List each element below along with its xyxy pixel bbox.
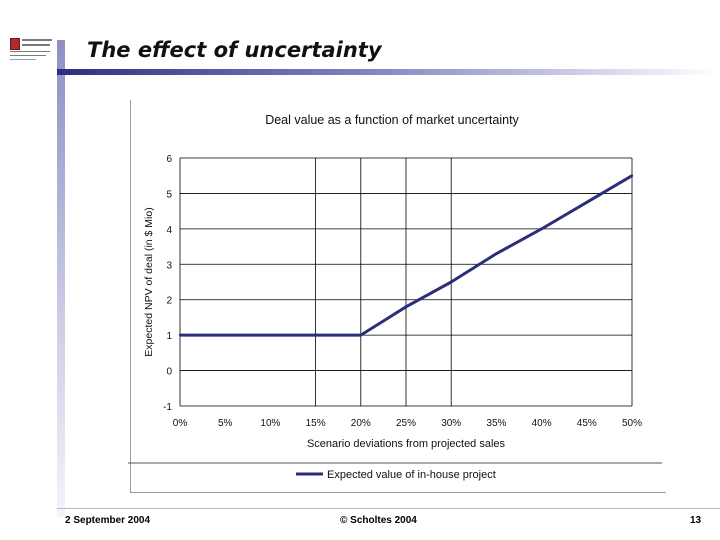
- x-tick-label: 40%: [532, 418, 552, 429]
- y-tick-label: 1: [166, 331, 172, 342]
- x-tick-label: 30%: [441, 418, 461, 429]
- data-point: [359, 333, 362, 337]
- footer-date: 2 September 2004: [65, 515, 151, 526]
- x-tick-label: 5%: [218, 418, 233, 429]
- footer-copyright: © Scholtes 2004: [340, 515, 417, 526]
- y-tick-label: 2: [166, 296, 172, 307]
- x-tick-labels: 0% 5% 10% 15% 20% 25% 30% 35% 40% 45% 50%: [173, 418, 642, 429]
- y-tick-label: 0: [166, 367, 172, 378]
- data-point: [269, 333, 272, 337]
- x-tick-label: 0%: [173, 418, 188, 429]
- decorative-vertical-bar: [57, 40, 65, 517]
- grid-layer: [179, 157, 633, 407]
- legend: Expected value of in-house project: [128, 462, 662, 481]
- data-point: [450, 280, 453, 284]
- decorative-title-underline: [57, 69, 720, 75]
- x-tick-label: 35%: [486, 418, 506, 429]
- y-tick-label: 5: [166, 189, 172, 200]
- y-axis-label: Expected NPV of deal (in $ Mio): [143, 207, 155, 356]
- chart-frame: [130, 100, 666, 493]
- x-tick-label: 20%: [351, 418, 371, 429]
- legend-label: Expected value of in-house project: [327, 469, 496, 481]
- x-tick-label: 10%: [260, 418, 280, 429]
- x-axis-label: Scenario deviations from projected sales: [307, 438, 506, 450]
- data-point: [314, 333, 317, 337]
- x-tick-label: 45%: [577, 418, 597, 429]
- footer-divider: [57, 508, 720, 509]
- page-number: 13: [690, 515, 702, 526]
- data-point: [224, 333, 227, 337]
- data-point: [495, 252, 498, 255]
- data-point: [178, 333, 182, 337]
- y-tick-label: 3: [166, 260, 172, 271]
- slide-title: The effect of uncertainty: [87, 38, 382, 62]
- crest-icon: [10, 38, 20, 50]
- series-layer: [178, 174, 634, 337]
- data-point: [540, 227, 543, 231]
- data-point: [404, 305, 408, 308]
- x-tick-label: 15%: [306, 418, 326, 429]
- university-logo: [10, 38, 54, 64]
- y-tick-label: 6: [166, 154, 172, 165]
- y-tick-label: -1: [163, 402, 172, 413]
- data-point: [630, 174, 634, 177]
- data-point: [585, 201, 588, 204]
- chart-title: Deal value as a function of market uncer…: [265, 113, 519, 127]
- y-tick-label: 4: [166, 225, 172, 236]
- x-tick-label: 25%: [396, 418, 416, 429]
- x-tick-label: 50%: [622, 418, 642, 429]
- y-tick-labels: -1 0 1 2 3 4 5 6: [163, 154, 172, 413]
